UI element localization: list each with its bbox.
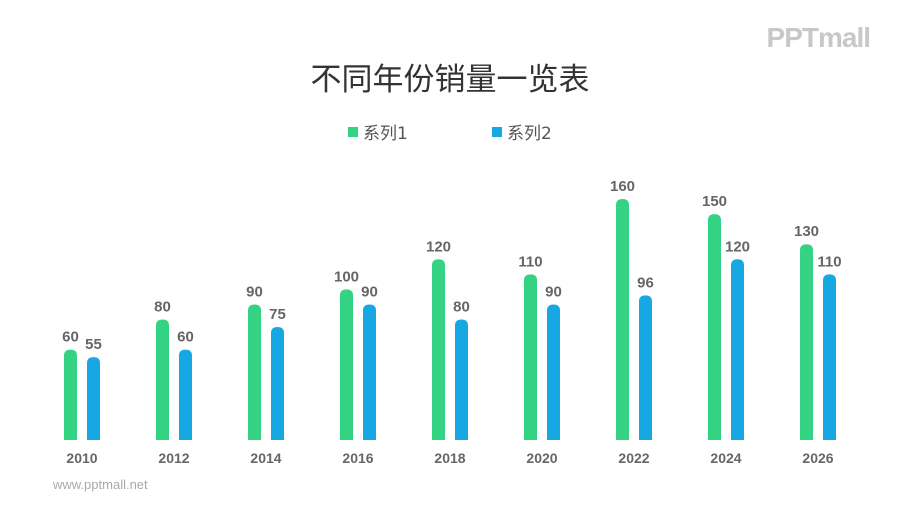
- x-tick-label: 2024: [710, 450, 741, 466]
- data-label: 110: [817, 253, 841, 270]
- bar-1: [64, 349, 77, 440]
- x-tick-label: 2020: [526, 450, 557, 466]
- data-label: 55: [85, 336, 102, 353]
- x-tick-label: 2026: [802, 450, 833, 466]
- legend: 系列1 系列2: [0, 119, 900, 144]
- x-tick-label: 2010: [66, 450, 97, 466]
- bar-2: [363, 304, 376, 440]
- bar-2: [271, 327, 284, 440]
- legend-label: 系列1: [363, 124, 408, 144]
- bar-2: [455, 319, 468, 440]
- x-tick-label: 2014: [250, 450, 281, 466]
- x-tick-label: 2022: [618, 450, 649, 466]
- data-label: 96: [637, 274, 654, 291]
- bar-2: [823, 274, 836, 440]
- data-label: 120: [725, 238, 750, 255]
- bar-1: [524, 274, 537, 440]
- data-label: 120: [426, 238, 451, 255]
- legend-swatch: [492, 126, 502, 137]
- data-label: 110: [518, 253, 542, 270]
- bar-1: [708, 214, 721, 440]
- bar-1: [432, 259, 445, 440]
- x-tick-label: 2018: [434, 450, 465, 466]
- bar-1: [340, 289, 353, 440]
- data-label: 160: [610, 178, 635, 195]
- data-label: 150: [702, 193, 727, 210]
- website-watermark: www.pptmall.net: [53, 477, 148, 492]
- data-label: 60: [177, 329, 194, 346]
- bar-1: [616, 199, 629, 440]
- data-label: 75: [269, 306, 286, 323]
- bar-1: [248, 304, 261, 440]
- bar-1: [156, 319, 169, 440]
- data-label: 90: [246, 283, 263, 300]
- data-label: 90: [361, 283, 378, 300]
- bar-2: [639, 295, 652, 440]
- data-label: 80: [453, 299, 470, 316]
- data-label: 60: [62, 329, 79, 346]
- data-label: 130: [794, 223, 819, 240]
- bar-2: [547, 304, 560, 440]
- legend-label: 系列2: [507, 124, 552, 144]
- x-tick-label: 2012: [158, 450, 189, 466]
- bar-2: [179, 349, 192, 440]
- data-label: 90: [545, 283, 562, 300]
- legend-swatch: [348, 126, 358, 137]
- bar-2: [87, 357, 100, 440]
- data-label: 100: [334, 268, 359, 285]
- bar-1: [800, 244, 813, 440]
- x-tick-label: 2016: [342, 450, 373, 466]
- legend-item-series2: 系列2: [492, 119, 552, 144]
- bar-2: [731, 259, 744, 440]
- pptmall-logo: PPTmall: [766, 22, 871, 53]
- legend-item-series1: 系列1: [348, 119, 408, 144]
- data-label: 80: [154, 299, 171, 316]
- chart-title: 不同年份销量一览表: [310, 62, 590, 98]
